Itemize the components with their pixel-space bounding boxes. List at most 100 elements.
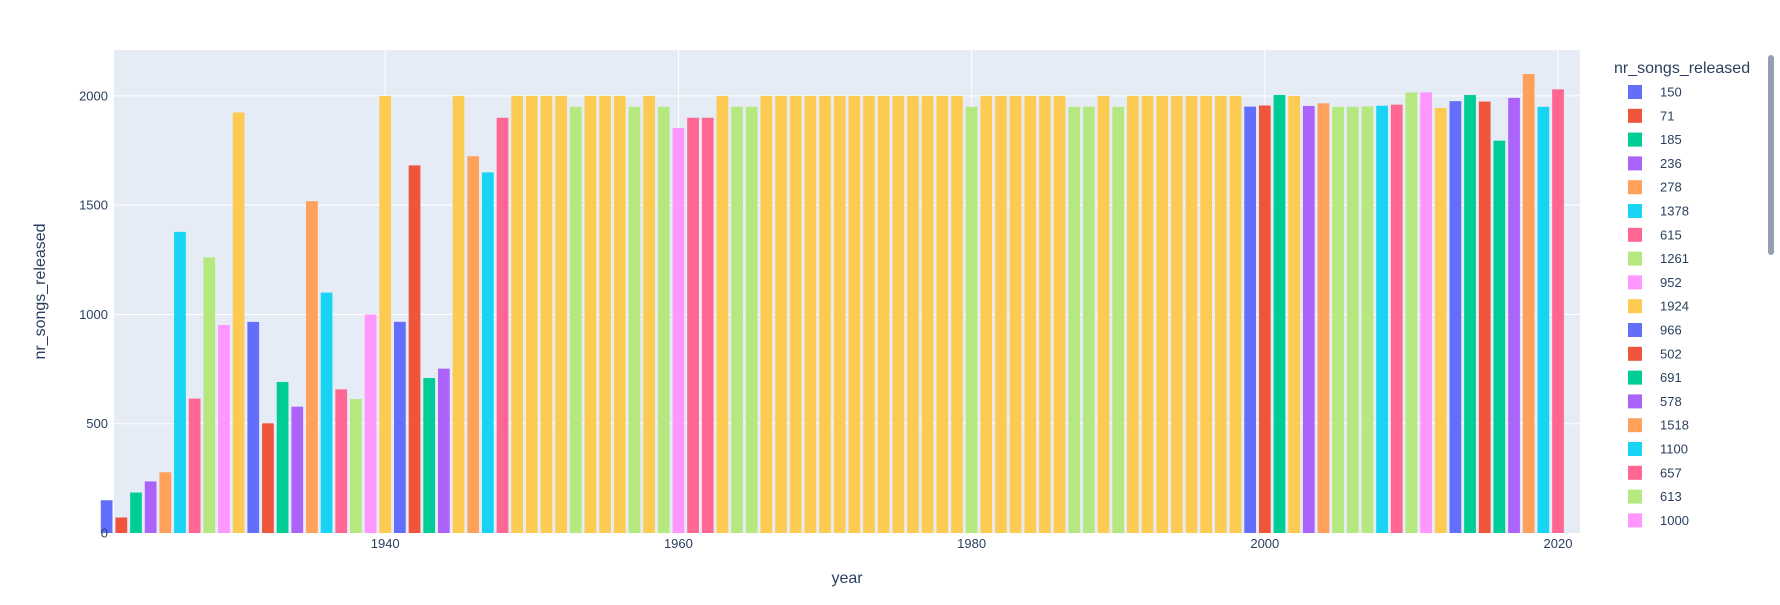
bar[interactable] xyxy=(584,95,597,533)
bar[interactable] xyxy=(1127,95,1139,533)
bar[interactable] xyxy=(951,95,963,533)
bar[interactable] xyxy=(555,95,567,533)
legend-item-label[interactable]: 185 xyxy=(1660,132,1682,147)
bar[interactable] xyxy=(511,95,524,533)
bar[interactable] xyxy=(804,95,817,533)
bar[interactable] xyxy=(819,95,831,533)
bar[interactable] xyxy=(892,95,905,533)
bar[interactable] xyxy=(716,95,729,533)
bar[interactable] xyxy=(1537,106,1550,533)
legend-item-label[interactable]: 952 xyxy=(1660,275,1682,290)
legend-item-label[interactable]: 1261 xyxy=(1660,251,1689,266)
legend-item-label[interactable]: 1000 xyxy=(1660,513,1689,528)
bar[interactable] xyxy=(100,500,113,533)
legend-item-label[interactable]: 613 xyxy=(1660,489,1682,504)
legend-item-label[interactable]: 657 xyxy=(1660,465,1682,480)
bar[interactable] xyxy=(921,95,934,533)
bar[interactable] xyxy=(569,106,582,533)
bar[interactable] xyxy=(628,106,641,533)
bar[interactable] xyxy=(1522,74,1535,534)
bar[interactable] xyxy=(1508,97,1520,534)
bar[interactable] xyxy=(995,95,1007,533)
bar[interactable] xyxy=(1200,95,1213,533)
bar[interactable] xyxy=(1170,95,1183,533)
bar[interactable] xyxy=(291,406,304,533)
bar[interactable] xyxy=(394,321,406,533)
bar[interactable] xyxy=(408,165,421,533)
bar[interactable] xyxy=(423,378,436,533)
bar[interactable] xyxy=(657,106,670,533)
bar[interactable] xyxy=(115,517,128,533)
bar[interactable] xyxy=(188,398,201,533)
bar[interactable] xyxy=(1288,95,1300,533)
bar[interactable] xyxy=(599,95,611,533)
bar[interactable] xyxy=(525,95,538,533)
bar[interactable] xyxy=(1405,92,1418,533)
bar[interactable] xyxy=(1346,106,1359,533)
bar[interactable] xyxy=(379,95,392,533)
bar[interactable] xyxy=(687,117,699,533)
bar[interactable] xyxy=(452,95,465,533)
bar[interactable] xyxy=(306,201,318,533)
bar[interactable] xyxy=(350,399,362,533)
bar[interactable] xyxy=(276,381,289,533)
bar[interactable] xyxy=(1420,92,1432,533)
legend-item-label[interactable]: 966 xyxy=(1660,323,1682,338)
bar[interactable] xyxy=(760,95,773,533)
bar[interactable] xyxy=(481,172,494,533)
bar[interactable] xyxy=(1083,106,1095,533)
legend-item-label[interactable]: 691 xyxy=(1660,370,1682,385)
bar[interactable] xyxy=(775,95,787,533)
legend-item-label[interactable]: 578 xyxy=(1660,394,1682,409)
legend-item-label[interactable]: 1518 xyxy=(1660,418,1689,433)
legend-item-label[interactable]: 278 xyxy=(1660,180,1682,195)
bar[interactable] xyxy=(1185,95,1198,533)
bar[interactable] xyxy=(1434,107,1447,533)
legend-item-label[interactable]: 1378 xyxy=(1660,204,1689,219)
bar[interactable] xyxy=(848,95,861,533)
legend-item-label[interactable]: 236 xyxy=(1660,156,1682,171)
bar[interactable] xyxy=(1478,101,1491,533)
bar[interactable] xyxy=(643,95,655,533)
bar[interactable] xyxy=(1317,103,1330,534)
bar[interactable] xyxy=(174,231,186,533)
legend-item-label[interactable]: 615 xyxy=(1660,227,1682,242)
bar[interactable] xyxy=(1244,106,1257,533)
bar[interactable] xyxy=(863,95,875,533)
bar[interactable] xyxy=(789,95,802,533)
bar[interactable] xyxy=(1053,95,1066,533)
bar[interactable] xyxy=(1156,95,1169,533)
bar[interactable] xyxy=(364,314,377,533)
bar[interactable] xyxy=(496,117,509,533)
bar[interactable] xyxy=(1464,95,1476,533)
legend-item-label[interactable]: 1100 xyxy=(1660,442,1688,457)
bar[interactable] xyxy=(262,423,274,533)
bar[interactable] xyxy=(980,95,993,533)
legend-item-label[interactable]: 502 xyxy=(1660,346,1682,361)
bar[interactable] xyxy=(437,368,450,533)
bar[interactable] xyxy=(218,324,230,533)
bar[interactable] xyxy=(159,472,172,533)
bar[interactable] xyxy=(1376,105,1388,533)
bar[interactable] xyxy=(833,95,846,533)
bar[interactable] xyxy=(965,106,978,533)
bar[interactable] xyxy=(1112,106,1125,533)
bar[interactable] xyxy=(1332,106,1344,533)
bar[interactable] xyxy=(1024,95,1037,533)
bar[interactable] xyxy=(232,112,245,533)
bar[interactable] xyxy=(144,481,157,533)
bar[interactable] xyxy=(540,95,553,533)
bar[interactable] xyxy=(877,95,890,533)
bar[interactable] xyxy=(467,156,480,533)
bar[interactable] xyxy=(1390,104,1403,534)
bar[interactable] xyxy=(1449,101,1462,533)
legend-scrollbar[interactable] xyxy=(1768,55,1774,255)
bar[interactable] xyxy=(936,95,949,533)
legend[interactable]: nr_songs_released 150 71 185 236 278 1378 615 1… xyxy=(1614,60,1750,528)
bar[interactable] xyxy=(613,95,626,533)
legend-item-label[interactable]: 1924 xyxy=(1660,299,1689,314)
bar[interactable] xyxy=(1552,89,1564,534)
bar[interactable] xyxy=(247,321,260,533)
bar[interactable] xyxy=(1273,95,1286,533)
bar[interactable] xyxy=(1302,105,1315,534)
